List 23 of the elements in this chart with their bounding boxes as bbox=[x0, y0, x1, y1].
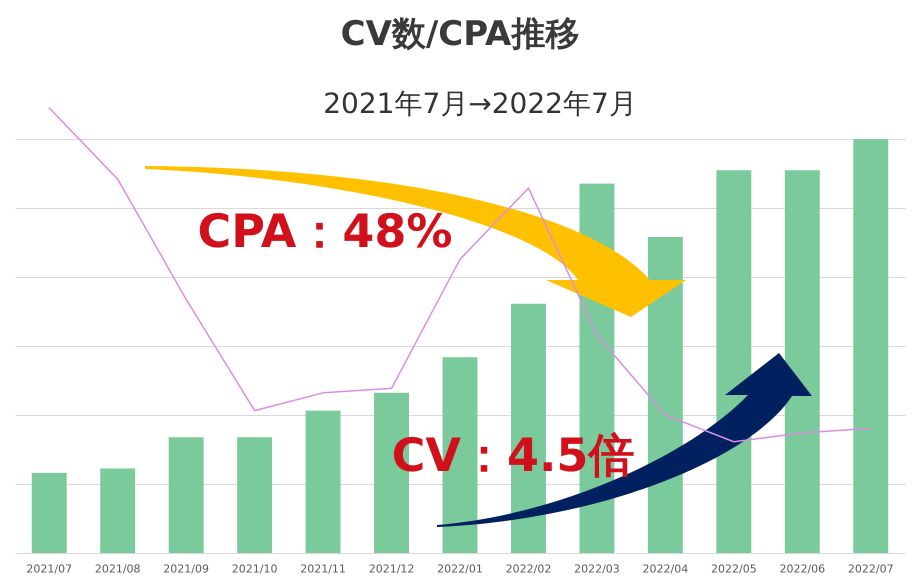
x-tick-label: 2022/04 bbox=[642, 562, 688, 576]
x-tick-label: 2022/01 bbox=[437, 562, 483, 576]
x-tick-label: 2022/06 bbox=[779, 562, 826, 576]
x-tick-label: 2021/07 bbox=[26, 562, 72, 576]
bar bbox=[237, 437, 272, 553]
bar bbox=[32, 472, 67, 553]
x-tick-label: 2022/02 bbox=[506, 562, 552, 576]
chart-subtitle: 2021年7月→2022年7月 bbox=[323, 87, 637, 120]
bar bbox=[100, 468, 136, 553]
x-tick-label: 2021/12 bbox=[368, 562, 414, 576]
x-tick-label: 2022/07 bbox=[848, 562, 894, 576]
x-tick-label: 2021/10 bbox=[232, 562, 278, 576]
chart-title: CV数/CPA推移 bbox=[340, 14, 580, 54]
x-tick-label: 2022/05 bbox=[710, 562, 757, 576]
bar bbox=[306, 410, 341, 553]
annotation: CPA：48% bbox=[198, 204, 452, 258]
x-tick-label: 2021/11 bbox=[300, 562, 346, 576]
bar bbox=[168, 437, 204, 553]
x-tick-label: 2021/09 bbox=[163, 562, 210, 576]
x-tick-label: 2022/03 bbox=[574, 562, 620, 576]
bar bbox=[784, 170, 820, 553]
x-tick-label: 2021/08 bbox=[94, 562, 141, 576]
bar bbox=[853, 139, 888, 553]
